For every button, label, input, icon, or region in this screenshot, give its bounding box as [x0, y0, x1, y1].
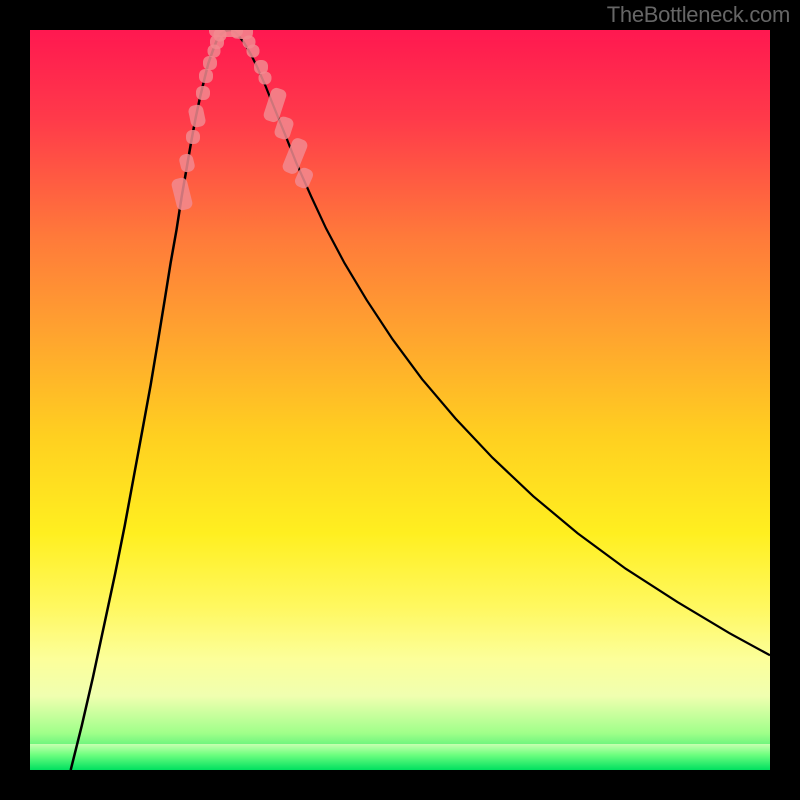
bead — [196, 86, 210, 100]
bead — [199, 69, 213, 83]
bead — [170, 177, 193, 212]
bead — [178, 153, 196, 174]
bead — [259, 72, 272, 85]
bead — [186, 130, 200, 144]
plot-area — [30, 30, 770, 770]
bead-layer — [30, 30, 770, 770]
bead — [247, 44, 260, 57]
bead — [188, 104, 207, 129]
bead — [203, 56, 217, 70]
watermark-text: TheBottleneck.com — [607, 2, 790, 28]
